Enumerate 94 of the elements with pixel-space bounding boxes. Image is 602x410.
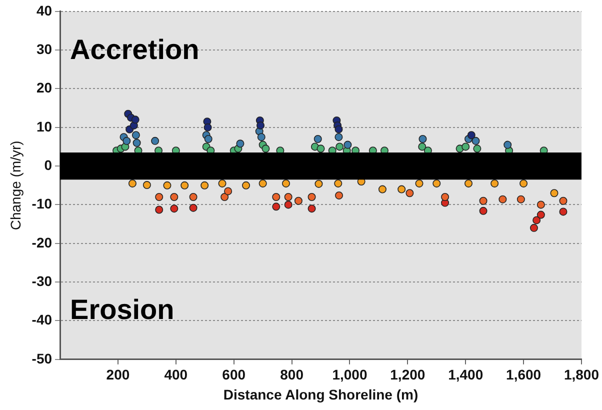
point (520, 179, 528, 188)
point (294, 196, 302, 205)
point (334, 179, 342, 188)
point (132, 138, 141, 147)
x-tick-label: 1,600 (506, 366, 542, 383)
point (272, 202, 280, 211)
point (536, 200, 545, 209)
point (257, 133, 266, 142)
point (334, 133, 343, 142)
point (467, 131, 476, 140)
point (530, 224, 538, 232)
x-tick-label: 400 (164, 366, 188, 383)
point (122, 136, 131, 145)
point (479, 206, 488, 215)
point (344, 140, 352, 149)
y-axis-title: Change (m/yr) (7, 140, 24, 230)
point (282, 179, 290, 188)
x-tick-label: 1,400 (448, 366, 484, 383)
point (550, 189, 558, 198)
y-tick-label: 20 (36, 80, 52, 96)
point (170, 204, 178, 213)
point (504, 140, 512, 149)
point (200, 181, 209, 190)
x-tick-label: 600 (222, 366, 246, 383)
point (189, 204, 198, 212)
point (559, 208, 568, 216)
point (336, 142, 344, 151)
point (314, 135, 322, 143)
point (536, 210, 545, 219)
y-tick-label: -30 (32, 272, 52, 289)
point (472, 136, 480, 145)
annotation: Erosion (70, 294, 174, 326)
y-tick-label: 30 (36, 40, 52, 57)
point (335, 191, 344, 200)
point (498, 195, 507, 204)
point (316, 144, 325, 153)
point (155, 206, 164, 214)
x-tick-label: 800 (280, 366, 304, 383)
annotation: Accretion (70, 34, 200, 66)
point (464, 179, 473, 188)
point (314, 180, 323, 188)
point (308, 204, 316, 213)
point (284, 200, 292, 209)
point (128, 179, 136, 188)
y-tick-label: 40 (36, 2, 52, 18)
point (462, 142, 470, 151)
point (406, 189, 414, 198)
point (131, 116, 140, 124)
point (256, 121, 265, 130)
y-tick-label: -50 (32, 350, 52, 366)
point (163, 181, 172, 190)
y-tick-label: -40 (32, 312, 52, 328)
x-tick-label: 1,000 (332, 366, 368, 383)
point (479, 196, 488, 205)
point (308, 193, 316, 201)
point (415, 179, 424, 188)
point (218, 179, 226, 188)
point (204, 123, 212, 132)
x-axis-title: Distance Along Shoreline (m) (223, 386, 418, 402)
point (189, 193, 198, 201)
point (258, 179, 267, 188)
point (142, 181, 151, 190)
point (559, 196, 568, 205)
point (516, 195, 525, 204)
point (242, 181, 250, 190)
x-tick-label: 1,800 (564, 366, 600, 383)
y-tick-label: 0 (44, 156, 52, 173)
point (473, 144, 482, 153)
point (378, 185, 386, 194)
point (151, 136, 160, 145)
point (180, 181, 189, 190)
x-tick-label: 1,200 (390, 366, 426, 383)
y-tick-label: -10 (32, 196, 52, 212)
point (272, 193, 280, 201)
x-tick-label: 200 (106, 366, 130, 383)
point (204, 135, 212, 143)
point (334, 125, 343, 134)
point (432, 179, 441, 188)
point (284, 193, 292, 201)
point (398, 185, 406, 194)
point (220, 193, 229, 201)
point (224, 187, 232, 196)
point (262, 144, 270, 153)
y-tick-label: -20 (32, 234, 52, 250)
point (236, 140, 244, 148)
point (155, 193, 164, 201)
point (490, 179, 499, 188)
point (532, 216, 541, 224)
point (170, 193, 178, 201)
y-tick-label: 10 (36, 118, 52, 134)
point (418, 142, 426, 151)
point (418, 135, 427, 143)
point (441, 193, 450, 201)
point (132, 131, 140, 140)
